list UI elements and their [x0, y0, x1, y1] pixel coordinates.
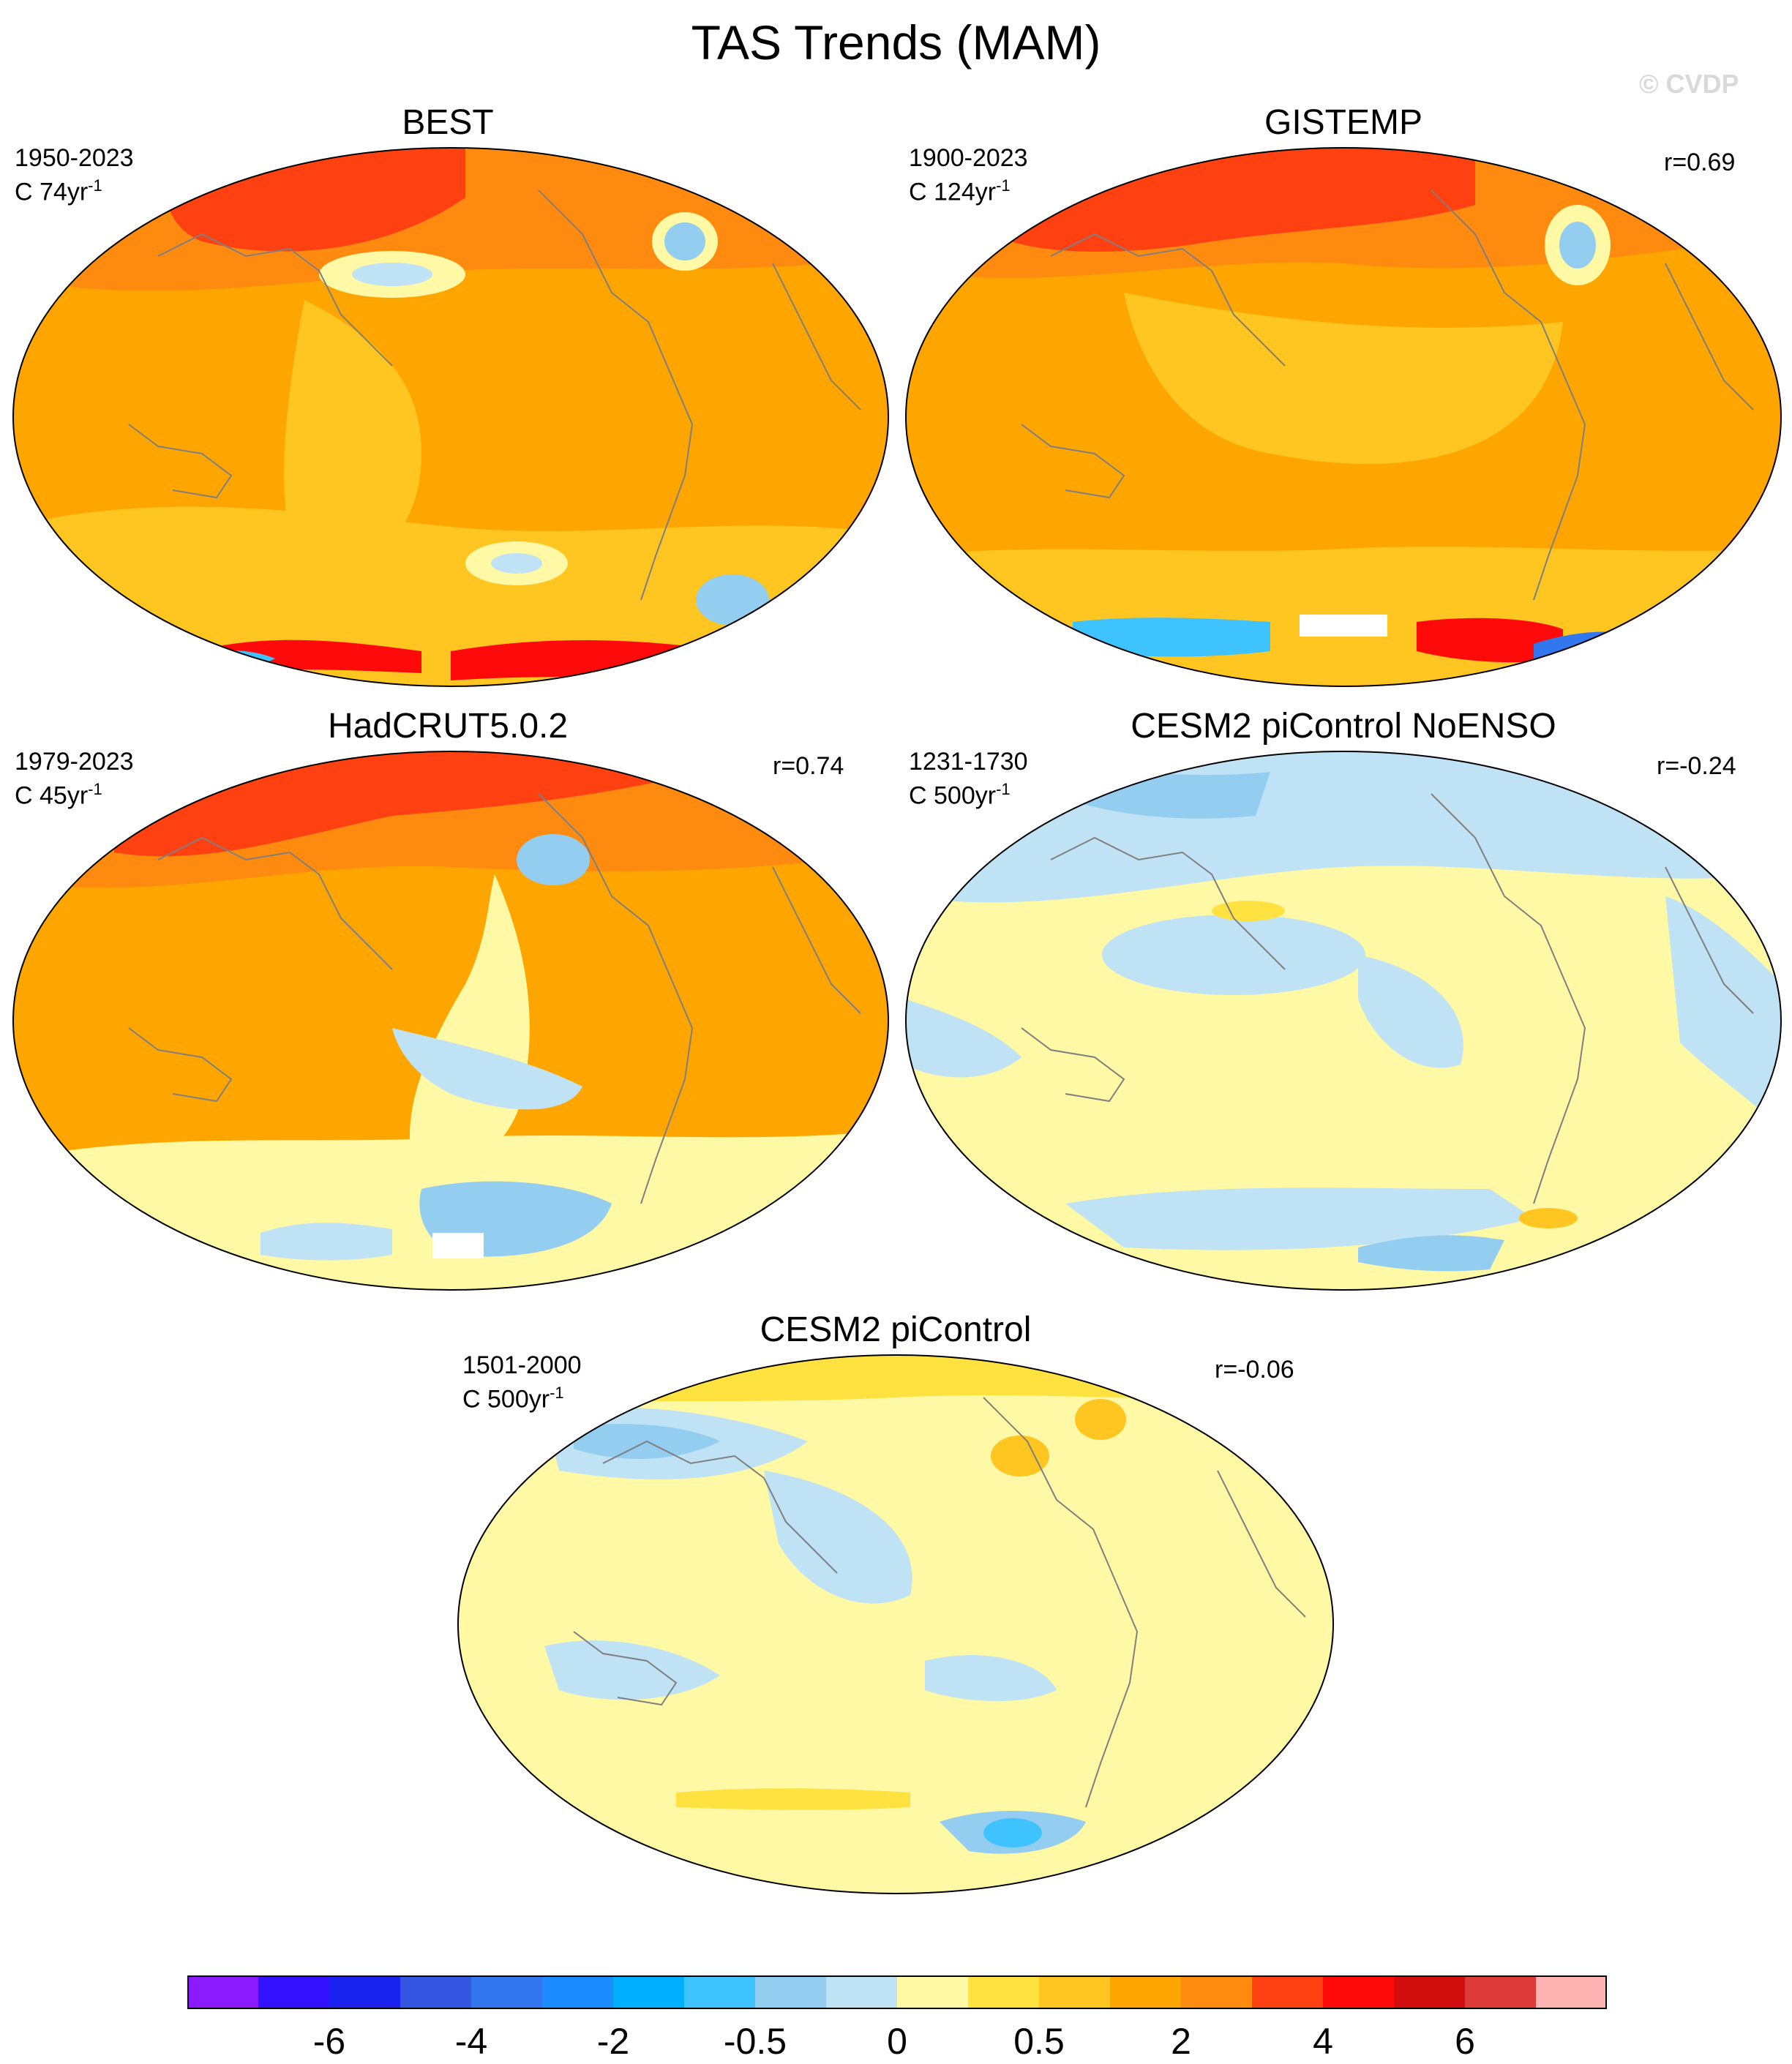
colorbar-box [187, 1975, 258, 2009]
colorbar-box [1181, 1975, 1252, 2009]
panel-gistemp: GISTEMP 1900-2023 C 124yr-1 r=0.69 [896, 102, 1792, 688]
colorbar-box [1110, 1975, 1181, 2009]
period-label: 1501-2000 [462, 1351, 582, 1379]
panel-title: HadCRUT5.0.2 [327, 707, 569, 746]
colorbar-box [897, 1975, 968, 2009]
colorbar-tick-label: -0.5 [723, 2021, 787, 2062]
colorbar-tick-label: 0 [887, 2021, 907, 2062]
colorbar-box [684, 1975, 755, 2009]
map-hadcrut [12, 751, 889, 1291]
colorbar-box [400, 1975, 471, 2009]
colorbar-box [755, 1975, 826, 2009]
colorbar-box [1465, 1975, 1536, 2009]
record-length-label: C 45yr-1 [15, 780, 102, 810]
record-length-label: C 124yr-1 [909, 176, 1011, 206]
colorbar-box [1323, 1975, 1394, 2009]
cvdp-watermark: © CVDP [1639, 69, 1739, 99]
panel-best: BEST 1950-2023 C 74yr-1 [0, 102, 896, 688]
colorbar-box [258, 1975, 329, 2009]
colorbar-box [968, 1975, 1039, 2009]
colorbar-frame [187, 1975, 1607, 2009]
period-label: 1979-2023 [15, 748, 134, 776]
colorbar-tick-label: -2 [596, 2021, 630, 2062]
period-label: 1231-1730 [909, 748, 1028, 776]
panel-cesm2-noenso: CESM2 piControl NoENSO 1231-1730 C 500yr… [896, 706, 1792, 1291]
record-length-label: C 500yr-1 [909, 780, 1011, 810]
period-label: 1950-2023 [15, 144, 134, 172]
panel-title: BEST [402, 103, 494, 142]
panel-hadcrut: HadCRUT5.0.2 1979-2023 C 45yr-1 r=0.74 [0, 706, 896, 1291]
colorbar-tick-label: 2 [1171, 2021, 1191, 2062]
colorbar-box [542, 1975, 613, 2009]
colorbar-tick-label: -6 [312, 2021, 346, 2062]
period-label: 1900-2023 [909, 144, 1028, 172]
colorbar-box [826, 1975, 897, 2009]
colorbar-box [613, 1975, 684, 2009]
panel-title: GISTEMP [1264, 103, 1423, 142]
colorbar-box [329, 1975, 400, 2009]
colorbar-box [1536, 1975, 1607, 2009]
panel-title: CESM2 piControl NoENSO [1131, 707, 1556, 746]
colorbar-tick-label: 4 [1313, 2021, 1333, 2062]
record-length-label: C 74yr-1 [15, 176, 102, 206]
colorbar-box [1394, 1975, 1465, 2009]
map-best [12, 147, 889, 687]
correlation-label: r=-0.06 [1215, 1356, 1294, 1384]
colorbar-tick-label: 0.5 [1013, 2021, 1065, 2062]
colorbar-box [1039, 1975, 1110, 2009]
figure-title: TAS Trends (MAM) [691, 15, 1101, 70]
map-cesm2-picontrol [457, 1354, 1334, 1894]
panel-cesm2-picontrol: CESM2 piControl 1501-2000 C 500yr-1 r=-0… [448, 1310, 1344, 1895]
correlation-label: r=0.74 [773, 752, 844, 780]
correlation-label: r=-0.24 [1657, 752, 1736, 780]
map-cesm2-noenso [905, 751, 1782, 1291]
colorbar-tick-label: 6 [1455, 2021, 1475, 2062]
correlation-label: r=0.69 [1664, 149, 1736, 176]
map-gistemp [905, 147, 1782, 687]
panel-title: CESM2 piControl [760, 1310, 1032, 1349]
colorbar-tick-label: -4 [454, 2021, 488, 2062]
record-length-label: C 500yr-1 [462, 1384, 564, 1414]
colorbar-box [471, 1975, 542, 2009]
colorbar-box [1252, 1975, 1323, 2009]
